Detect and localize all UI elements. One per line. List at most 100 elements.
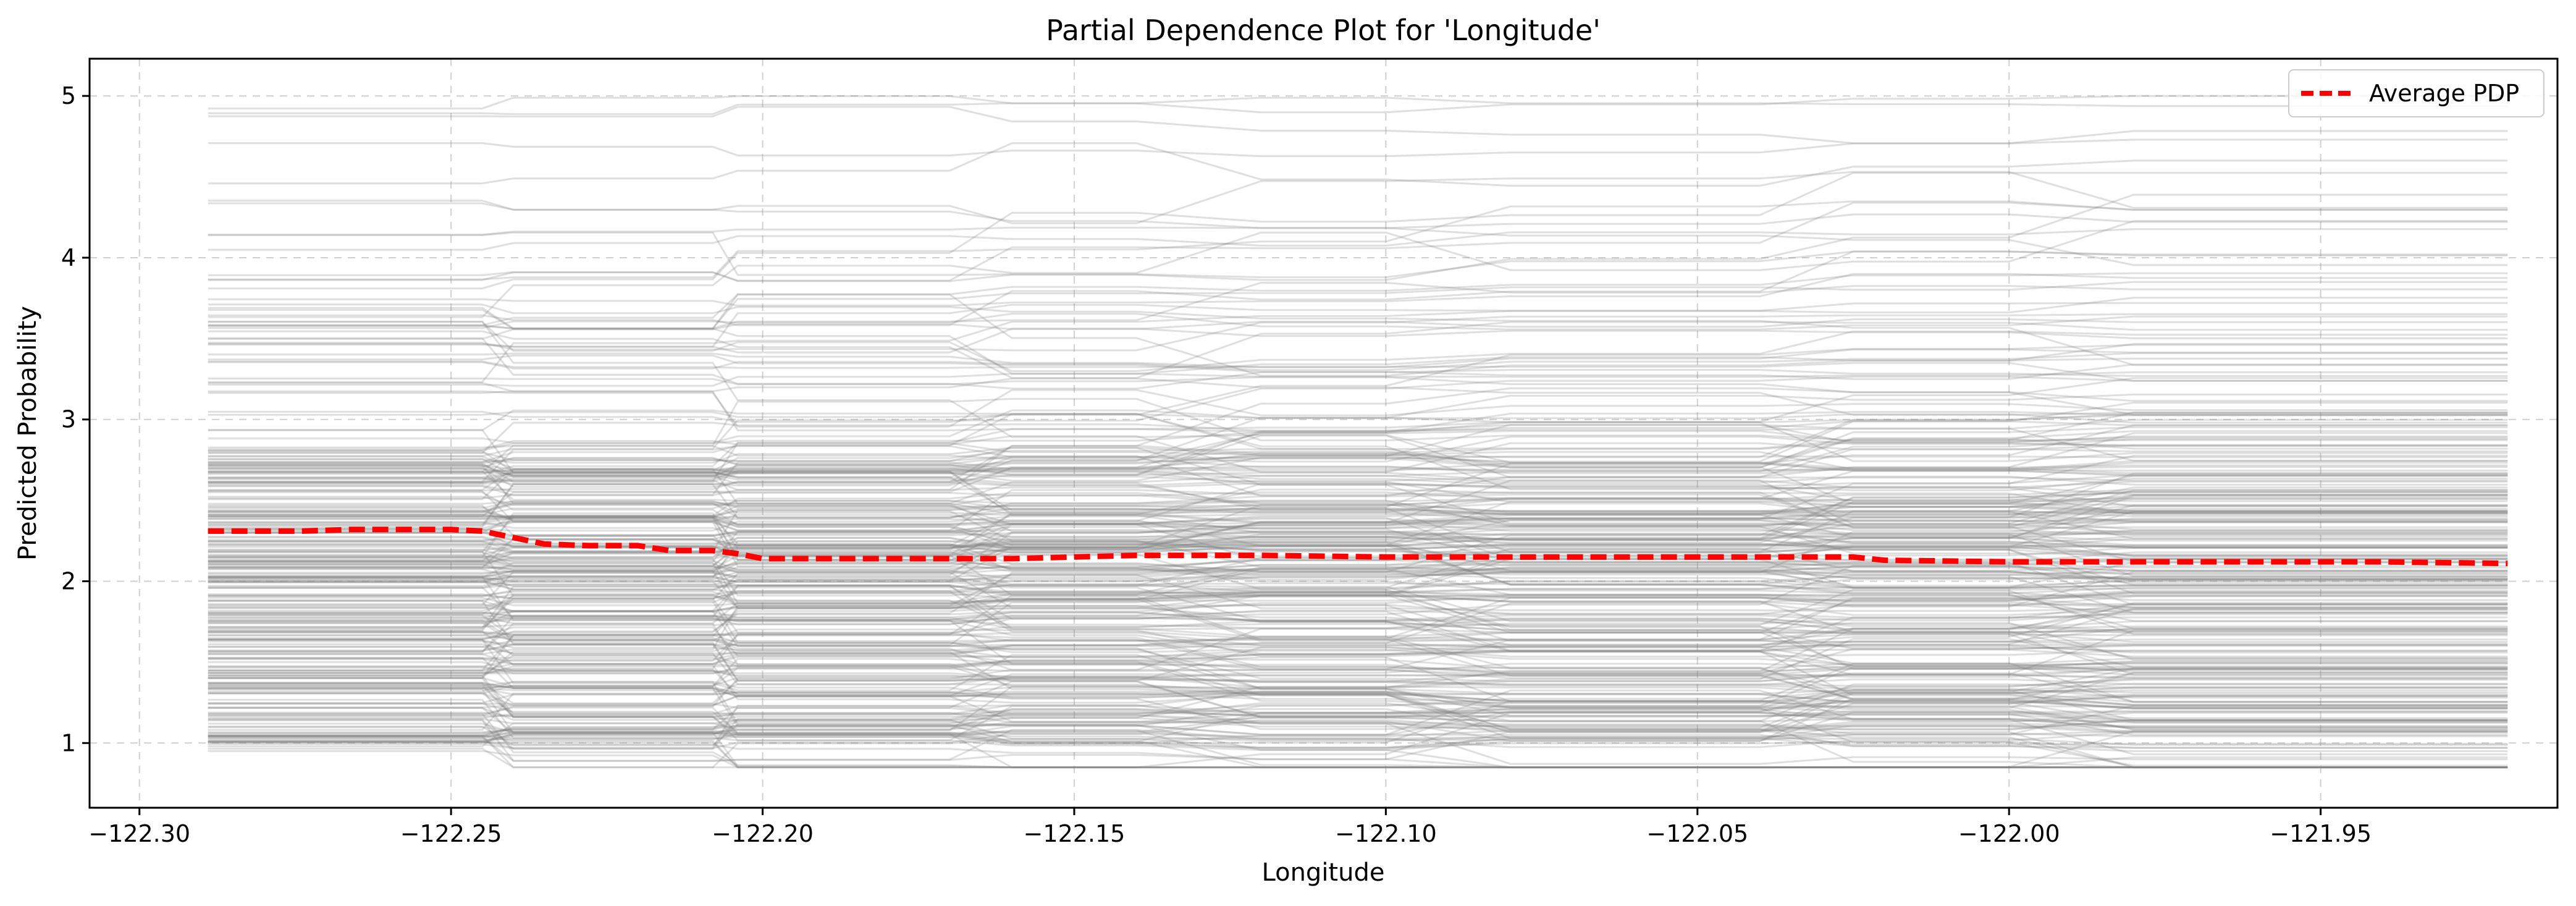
ice-line [208, 455, 2508, 541]
ice-line [208, 708, 2508, 740]
ice-line [208, 434, 2508, 484]
ice-line [208, 622, 2508, 730]
ice-line [208, 535, 2508, 552]
ice-line [208, 423, 2508, 483]
ice-lines [208, 95, 2508, 769]
ice-line [208, 601, 2508, 646]
ice-line [208, 497, 2508, 557]
ice-line [208, 697, 2508, 751]
ice-line [208, 412, 2508, 485]
ice-line [208, 626, 2508, 658]
ice-line [208, 490, 2508, 601]
ice-line [208, 708, 2508, 748]
ice-line [208, 521, 2508, 580]
ice-line [208, 402, 2508, 483]
ice-line [208, 490, 2508, 559]
ice-line [208, 430, 2508, 470]
ice-line [208, 464, 2508, 512]
ice-line [208, 686, 2508, 761]
legend: Average PDP [2288, 69, 2544, 117]
x-ticks: −122.30 −122.25 −122.20 −122.15 −122.10 −122.… [88, 808, 2372, 847]
ice-line [208, 439, 2508, 473]
x-tick-label: −122.15 [1024, 820, 1126, 847]
ice-line [208, 708, 2508, 750]
ice-line [208, 684, 2508, 705]
y-ticks: 1 2 3 4 5 [61, 82, 90, 756]
ice-line [208, 488, 2508, 598]
ice-line [208, 561, 2508, 581]
ice-line [208, 447, 2508, 488]
ice-line [208, 510, 2508, 548]
ice-line [208, 231, 2508, 279]
ice-line [208, 426, 2508, 483]
ice-line [208, 656, 2508, 703]
ice-line [208, 510, 2508, 559]
ice-line [208, 707, 2508, 731]
ice-line [208, 475, 2508, 512]
average-pdp-line [208, 527, 2508, 567]
ice-line [208, 698, 2508, 769]
ice-line [208, 646, 2508, 706]
ice-line [208, 629, 2508, 697]
ice-line [208, 717, 2508, 769]
ice-line [208, 352, 2508, 371]
ice-line [208, 542, 2508, 630]
ice-line [208, 683, 2508, 734]
legend-label-average-pdp: Average PDP [2369, 80, 2519, 107]
ice-line [208, 643, 2508, 682]
x-tick-label: −122.05 [1646, 820, 1748, 847]
ice-line [208, 709, 2508, 719]
ice-line [208, 667, 2508, 680]
ice-line [208, 614, 2508, 668]
ice-line [208, 706, 2508, 769]
ice-line [208, 737, 2508, 769]
ice-line [208, 643, 2508, 724]
ice-line [208, 597, 2508, 639]
ice-line [208, 477, 2508, 535]
x-tick-label: −122.10 [1335, 820, 1437, 847]
ice-line [208, 689, 2508, 743]
ice-line [208, 538, 2508, 562]
ice-line [208, 464, 2508, 541]
ice-line [208, 371, 2508, 387]
ice-line [208, 688, 2508, 734]
ice-line [208, 566, 2508, 595]
ice-line [208, 606, 2508, 671]
ice-line [208, 418, 2508, 478]
x-tick-label: −121.95 [2270, 820, 2372, 847]
ice-line [208, 577, 2508, 630]
ice-line [208, 568, 2508, 650]
ice-line [208, 505, 2508, 532]
ice-line [208, 673, 2508, 707]
ice-line [208, 510, 2508, 576]
ice-line [208, 521, 2508, 562]
ice-line [208, 603, 2508, 619]
ice-line [208, 608, 2508, 651]
ice-line [208, 349, 2508, 368]
ice-line [208, 444, 2508, 491]
ice-line [208, 719, 2508, 769]
ice-line [208, 592, 2508, 642]
ice-line [208, 564, 2508, 672]
ice-line [208, 477, 2508, 496]
ice-line [208, 297, 2508, 383]
ice-line [208, 432, 2508, 497]
ice-line [208, 736, 2508, 769]
ice-line [208, 421, 2508, 493]
ice-line [208, 644, 2508, 688]
ice-line [208, 193, 2508, 282]
ice-line [208, 674, 2508, 769]
ice-line [208, 435, 2508, 477]
ice-line [208, 600, 2508, 703]
ice-line [208, 318, 2508, 340]
ice-line [208, 551, 2508, 603]
ice-line [208, 670, 2508, 686]
ice-line [208, 548, 2508, 597]
ice-line [208, 281, 2508, 329]
ice-line [208, 430, 2508, 483]
ice-line [208, 565, 2508, 606]
series-layer [208, 527, 2508, 567]
ice-line [208, 393, 2508, 444]
ice-line [208, 536, 2508, 579]
ice-line [208, 691, 2508, 730]
